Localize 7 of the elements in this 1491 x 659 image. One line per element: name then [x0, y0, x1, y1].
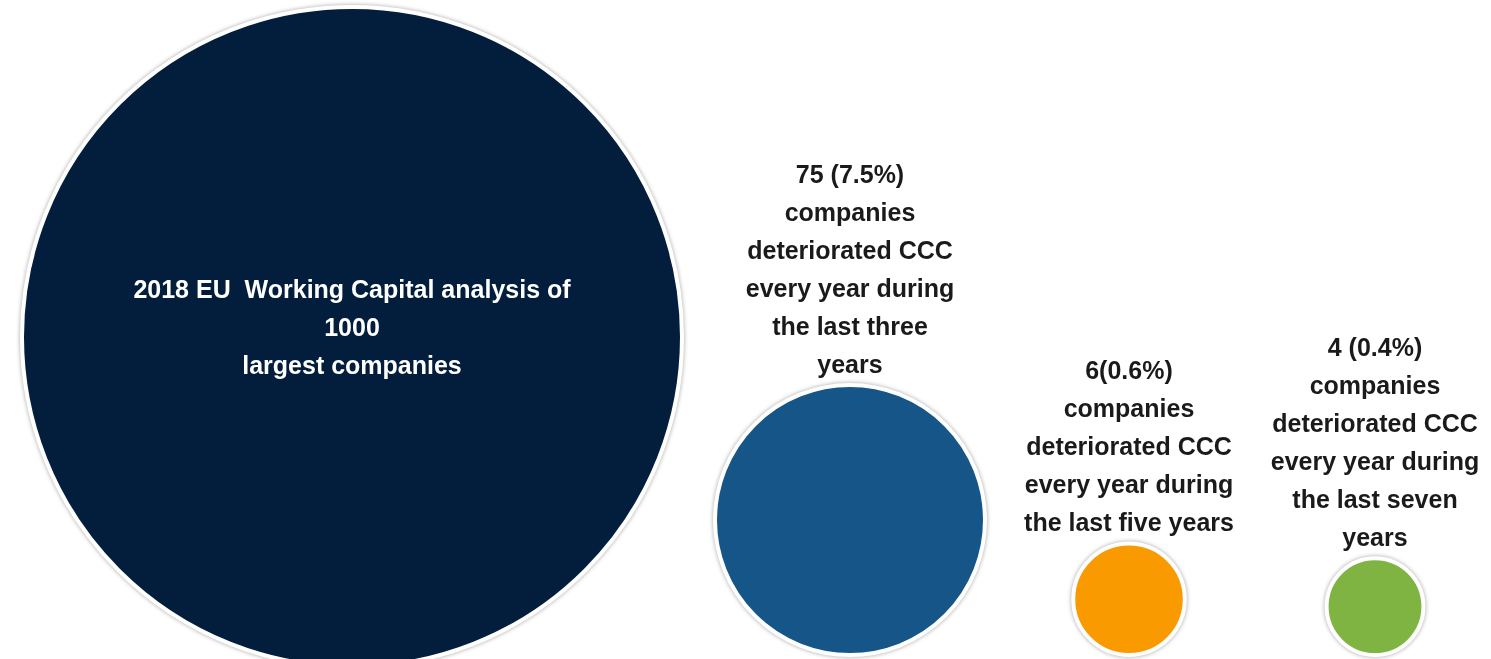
data-label: 4 (0.4%): [1327, 333, 1423, 362]
category-label: companies deteriorated CCC every year during the last three years: [745, 198, 955, 378]
category-label: companies deteriorated CCC every year during the last seven years: [1270, 371, 1480, 552]
category-label: companies deteriorated CCC every year during the last five years: [1024, 394, 1234, 537]
data-label: 75 (7.5%): [795, 160, 905, 188]
data-label: 6(0.6%): [1085, 356, 1173, 385]
text: 2018 EU Working Capital analysis of 1000 largest companies: [133, 274, 572, 379]
